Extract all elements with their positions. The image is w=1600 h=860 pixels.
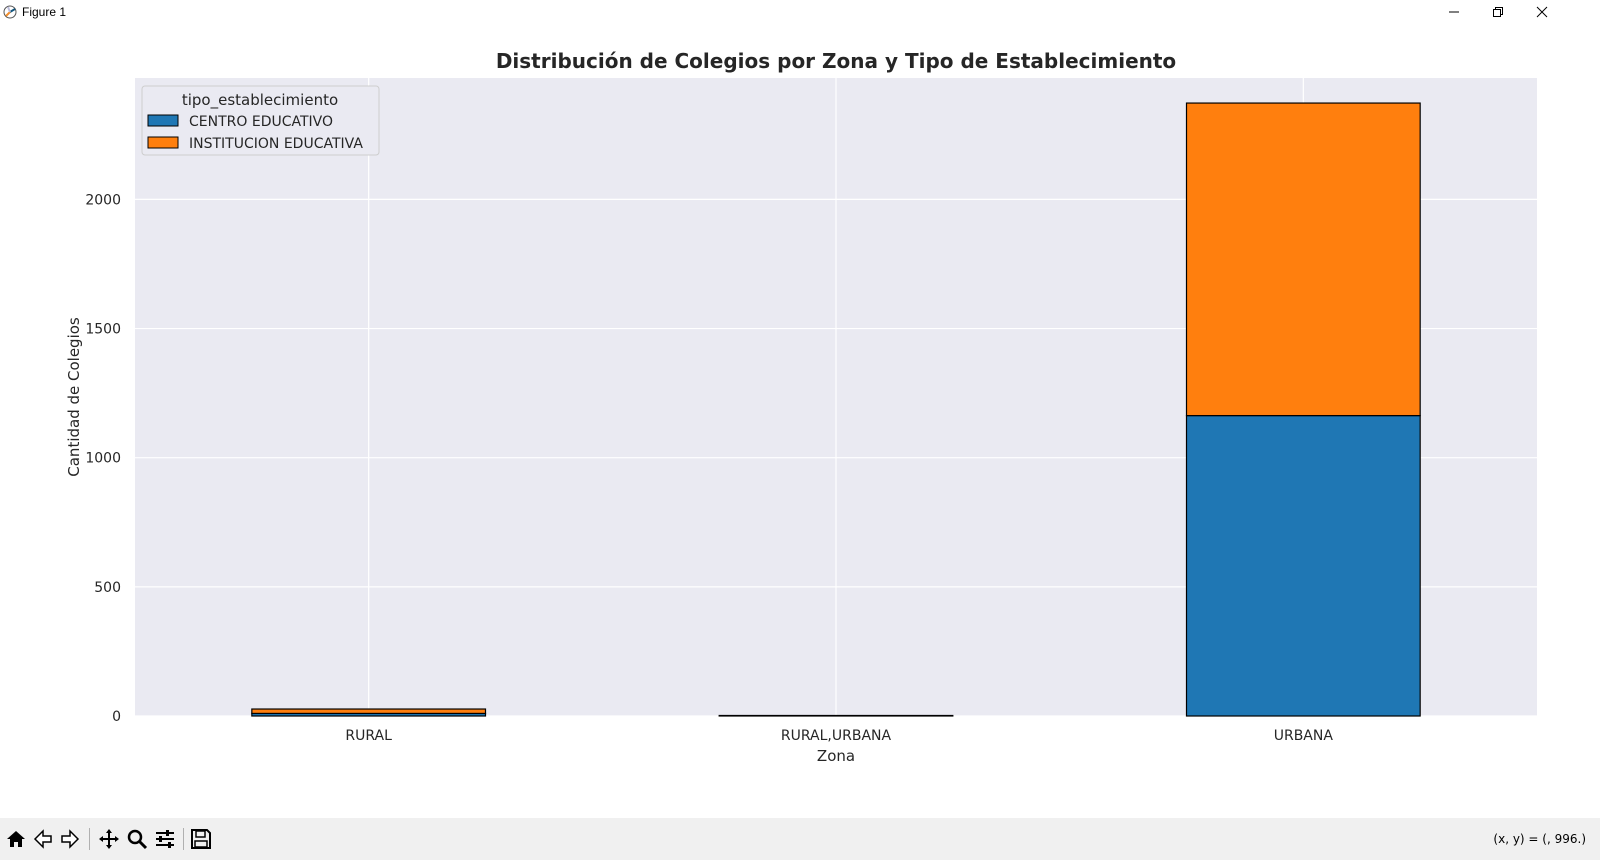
y-tick-label: 0: [112, 709, 121, 725]
cursor-coordinates: (x, y) = (, 996.): [1493, 832, 1586, 846]
y-axis-label: Cantidad de Colegios: [65, 317, 83, 477]
forward-button[interactable]: [57, 826, 83, 852]
matplotlib-app-icon: [3, 5, 17, 19]
x-axis-label: Zona: [817, 747, 855, 765]
figure-canvas[interactable]: 0 500 1000 1500 2000 RURAL RURAL,URBANA URBANA Z…: [0, 24, 1600, 818]
y-tick-label: 2000: [85, 192, 121, 208]
legend-entry: INSTITUCION EDUCATIVA: [189, 136, 363, 152]
zoom-icon: [127, 829, 148, 850]
window-titlebar: Figure 1: [0, 0, 1600, 24]
x-tick-label: RURAL,URBANA: [781, 728, 892, 744]
bar-institucion-educativa-urbana: [1185, 102, 1421, 417]
bar-institucion-educativa-rural: [251, 708, 487, 715]
legend-box: [141, 85, 380, 156]
pan-icon: [99, 829, 119, 849]
legend-swatch: [147, 114, 179, 127]
stacked-bar-chart: 0 500 1000 1500 2000 RURAL RURAL,URBANA URBANA Z…: [65, 49, 1537, 765]
navigation-toolbar: (x, y) = (, 996.): [0, 818, 1600, 860]
toolbar-separator: [183, 828, 184, 850]
x-tick-label: RURAL: [345, 728, 392, 744]
zoom-button[interactable]: [124, 826, 150, 852]
y-tick-label: 500: [94, 580, 121, 596]
close-button[interactable]: [1520, 0, 1564, 24]
y-tick-label: 1000: [85, 451, 121, 467]
save-button[interactable]: [188, 826, 214, 852]
minimize-icon: [1449, 11, 1459, 13]
minimize-button[interactable]: [1432, 0, 1476, 24]
bar-institucion-educativa-rural-urbana: [718, 714, 954, 717]
back-button[interactable]: [30, 826, 56, 852]
restore-button[interactable]: [1476, 0, 1520, 24]
legend-swatch: [147, 136, 179, 149]
y-tick-label: 1500: [85, 322, 121, 338]
forward-icon: [61, 829, 80, 849]
configure-subplots-button[interactable]: [152, 826, 178, 852]
toolbar-separator: [89, 828, 90, 850]
home-button[interactable]: [3, 826, 29, 852]
pan-button[interactable]: [96, 826, 122, 852]
window-title: Figure 1: [22, 5, 67, 19]
back-icon: [33, 829, 52, 849]
home-icon: [7, 831, 25, 847]
x-tick-label: URBANA: [1274, 728, 1334, 744]
chart-title: Distribución de Colegios por Zona y Tipo…: [496, 49, 1176, 73]
close-icon: [1536, 6, 1548, 18]
bar-centro-educativo-urbana: [1185, 414, 1421, 717]
legend-title: tipo_establecimiento: [182, 91, 338, 110]
save-icon: [191, 829, 211, 849]
configure-subplots-icon: [156, 830, 174, 848]
restore-icon: [1493, 7, 1503, 17]
legend-entry: CENTRO EDUCATIVO: [189, 114, 333, 130]
